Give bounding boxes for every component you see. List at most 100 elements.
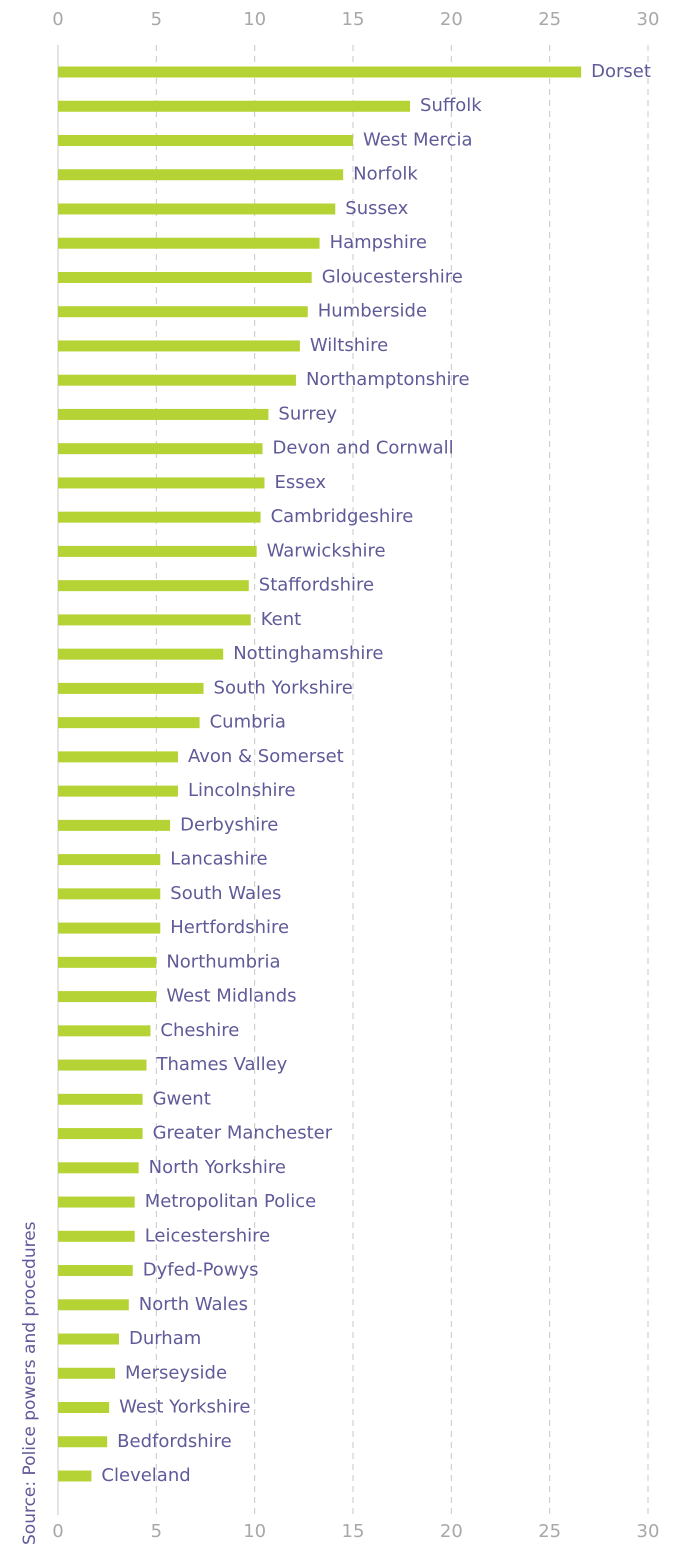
bar-label: Leicestershire <box>145 1225 271 1246</box>
bar-label: Bedfordshire <box>117 1431 232 1452</box>
bar <box>58 1230 135 1242</box>
x-tick-label: 5 <box>151 9 162 30</box>
bar-label: Cambridgeshire <box>271 506 414 527</box>
bar <box>58 1196 135 1208</box>
bar <box>58 1025 151 1037</box>
bar-label: Essex <box>275 472 327 493</box>
x-tick-label: 20 <box>440 9 463 30</box>
bar-label: Cheshire <box>160 1020 239 1041</box>
bar-label: Lincolnshire <box>188 780 296 801</box>
bar <box>58 1093 143 1105</box>
source: Source: Police powers and procedures <box>20 1221 40 1545</box>
bar <box>58 1059 147 1071</box>
bar-label: North Wales <box>139 1294 248 1315</box>
bar <box>58 614 251 626</box>
bar-label: Avon & Somerset <box>188 746 344 767</box>
bar-label: Cleveland <box>101 1465 190 1486</box>
bar <box>58 306 308 318</box>
x-tick-label: 10 <box>243 9 266 30</box>
bar <box>58 854 161 866</box>
bar-label: Lancashire <box>170 849 267 870</box>
bar-label: Hampshire <box>330 232 427 253</box>
x-tick-label: 15 <box>342 9 365 30</box>
bar-label: Durham <box>129 1328 201 1349</box>
bar-label: North Yorkshire <box>149 1157 286 1178</box>
bar-label: Suffolk <box>420 95 482 116</box>
bar-label: Humberside <box>318 301 427 322</box>
bar-label: Hertfordshire <box>170 917 289 938</box>
bar <box>58 1470 92 1482</box>
x-tick-label: 15 <box>342 1521 365 1542</box>
bar <box>58 1265 133 1277</box>
x-tick-label: 20 <box>440 1521 463 1542</box>
bar <box>58 511 261 523</box>
bar-label: Metropolitan Police <box>145 1191 317 1212</box>
bar-label: Cumbria <box>210 712 286 733</box>
bar <box>58 1162 139 1174</box>
bar-label: Devon and Cornwall <box>273 438 454 459</box>
bar <box>58 545 257 557</box>
x-tick-label: 25 <box>538 9 561 30</box>
bar <box>58 1367 116 1379</box>
bar <box>58 1299 129 1311</box>
bar <box>58 1402 110 1414</box>
bar-label: Northumbria <box>166 951 280 972</box>
bar <box>58 648 224 660</box>
bar-label: West Midlands <box>166 986 296 1007</box>
bar <box>58 374 296 386</box>
bar <box>58 717 200 729</box>
bar <box>58 751 178 763</box>
bar-label: South Wales <box>170 883 281 904</box>
bar-label: Gwent <box>153 1088 211 1109</box>
bar <box>58 888 161 900</box>
bar-label: Merseyside <box>125 1362 227 1383</box>
x-tick-label: 30 <box>637 1521 660 1542</box>
bar <box>58 682 204 694</box>
bar-label: Wiltshire <box>310 335 388 356</box>
bar-label: Surrey <box>278 403 337 424</box>
bar-label: Kent <box>261 609 301 630</box>
bar-label: Staffordshire <box>259 575 374 596</box>
bar-label: Greater Manchester <box>153 1123 333 1144</box>
bar <box>58 134 353 146</box>
bar <box>58 785 178 797</box>
bar <box>58 922 161 934</box>
bar <box>58 203 336 215</box>
bar <box>58 1436 108 1448</box>
bar <box>58 580 249 592</box>
bar <box>58 819 171 831</box>
bar-label: West Yorkshire <box>119 1397 250 1418</box>
bar <box>58 956 157 968</box>
bar <box>58 1333 119 1345</box>
x-tick-label: 10 <box>243 1521 266 1542</box>
bar-label: West Mercia <box>363 129 473 150</box>
bar <box>58 477 265 489</box>
bar-label: Dyfed-Powys <box>143 1260 259 1281</box>
bar <box>58 66 582 78</box>
bar <box>58 408 269 420</box>
bar-label: South Yorkshire <box>214 677 353 698</box>
bar-label: Gloucestershire <box>322 266 463 287</box>
bar-label: Thames Valley <box>156 1054 288 1075</box>
x-tick-label: 30 <box>637 9 660 30</box>
bar-label: Norfolk <box>353 164 418 185</box>
bar <box>58 340 300 352</box>
bar-label: Warwickshire <box>267 540 386 561</box>
bar <box>58 991 157 1003</box>
bar-label: Sussex <box>345 198 408 219</box>
bar-label: Northamptonshire <box>306 369 470 390</box>
x-tick-label: 0 <box>52 1521 63 1542</box>
bar <box>58 169 344 181</box>
bar <box>58 100 411 112</box>
x-tick-label: 0 <box>52 9 63 30</box>
bar-label: Nottinghamshire <box>233 643 383 664</box>
x-tick-label: 25 <box>538 1521 561 1542</box>
bar <box>58 443 263 455</box>
bar <box>58 271 312 283</box>
bar <box>58 237 320 249</box>
bar-label: Dorset <box>591 61 651 82</box>
bar <box>58 1128 143 1140</box>
bar-label: Derbyshire <box>180 814 278 835</box>
x-tick-label: 5 <box>151 1521 162 1542</box>
